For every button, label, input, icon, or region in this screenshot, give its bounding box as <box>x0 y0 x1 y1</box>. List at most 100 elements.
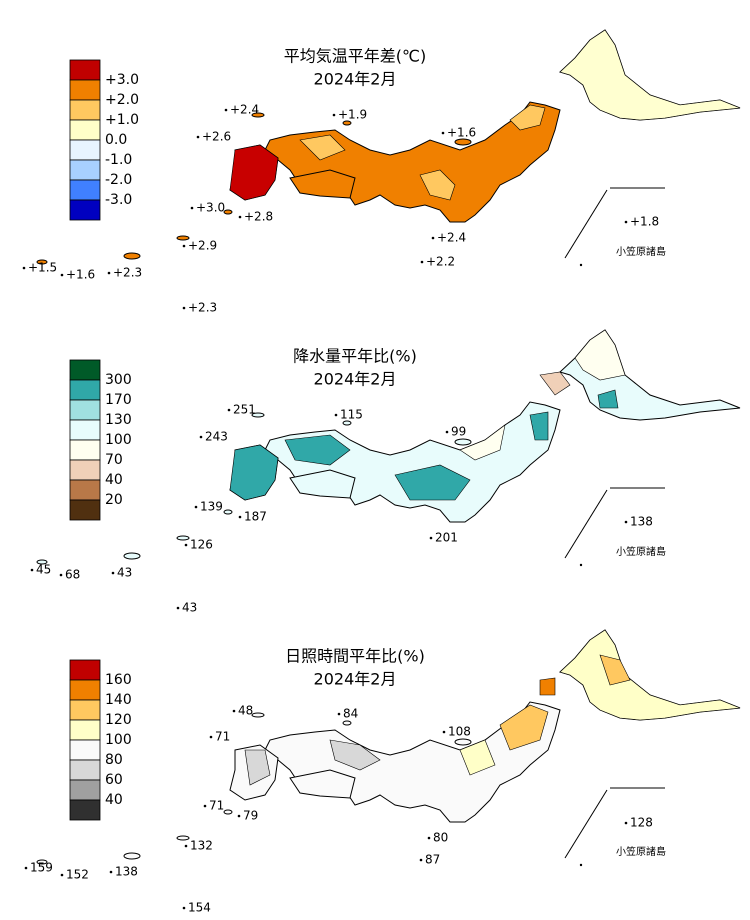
region <box>559 629 741 721</box>
station-label: 84 <box>343 707 358 721</box>
map-subtitle: 2024年2月 <box>314 370 397 389</box>
station-dot <box>196 135 200 139</box>
station-dot <box>624 520 628 524</box>
station-dot <box>203 804 207 808</box>
station-dot <box>182 306 186 310</box>
station-dot <box>59 573 63 577</box>
station-label: 115 <box>340 408 363 422</box>
station-label: 68 <box>65 568 80 582</box>
station-label: 79 <box>243 809 258 823</box>
legend-label: 20 <box>105 492 123 508</box>
region <box>599 654 631 686</box>
legend-swatch <box>69 139 101 161</box>
station-dot <box>184 543 188 547</box>
station-label: 152 <box>66 868 89 882</box>
legend-label: -1.0 <box>105 152 132 168</box>
legend-label: 0.0 <box>105 132 127 148</box>
station-label: 71 <box>209 799 224 813</box>
legend-swatch <box>69 119 101 141</box>
station-dot <box>238 215 242 219</box>
station-label: 154 <box>188 901 211 915</box>
station-dot <box>419 858 423 862</box>
legend-swatch <box>69 719 101 741</box>
station-label: 251 <box>233 403 256 417</box>
legend-swatch <box>69 59 101 81</box>
region <box>329 739 381 771</box>
station-dot <box>227 408 231 412</box>
station-dot <box>30 568 34 572</box>
legend-swatch <box>69 799 101 821</box>
station-label: 126 <box>190 538 213 552</box>
legend-label: 140 <box>105 692 132 708</box>
station-label: +2.2 <box>426 255 455 269</box>
legend-label: 60 <box>105 772 123 788</box>
legend-swatch <box>69 759 101 781</box>
station-label: +2.4 <box>230 103 259 117</box>
legend-swatch <box>69 659 101 681</box>
station-dot <box>238 515 242 519</box>
region <box>284 434 351 466</box>
region <box>529 411 549 441</box>
legend-swatch <box>69 439 101 461</box>
station-dot <box>24 866 28 870</box>
region <box>499 704 549 751</box>
station-dot <box>624 821 628 825</box>
station-label: +2.6 <box>202 130 231 144</box>
station-label: 87 <box>425 853 440 867</box>
station-label: 48 <box>238 704 253 718</box>
inset-border <box>564 789 608 859</box>
station-label: +1.6 <box>66 268 95 282</box>
station-label: +2.9 <box>188 239 217 253</box>
legend-label: 120 <box>105 712 132 728</box>
legend-label: 80 <box>105 752 123 768</box>
station-label: 45 <box>36 563 51 577</box>
legend-swatch <box>69 699 101 721</box>
legend-swatch <box>69 739 101 761</box>
station-dot <box>60 873 64 877</box>
station-label: 43 <box>117 566 132 580</box>
station-label: +1.5 <box>28 261 57 275</box>
station-label: 187 <box>244 510 267 524</box>
legend-label: -2.0 <box>105 172 132 188</box>
island <box>579 863 583 867</box>
station-label: 201 <box>435 531 458 545</box>
station-label: 132 <box>190 839 213 853</box>
station-label: +2.3 <box>188 301 217 315</box>
station-label: +2.3 <box>113 266 142 280</box>
station-dot <box>232 709 236 713</box>
legend-label: +2.0 <box>105 92 139 108</box>
station-dot <box>107 271 111 275</box>
region <box>244 749 271 786</box>
legend-label: 40 <box>105 472 123 488</box>
legend-swatch <box>69 459 101 481</box>
station-label: +1.8 <box>630 215 659 229</box>
station-dot <box>237 814 241 818</box>
legend-label: 100 <box>105 732 132 748</box>
station-dot <box>427 836 431 840</box>
station-dot <box>442 730 446 734</box>
station-dot <box>224 108 228 112</box>
legend-label: 170 <box>105 392 132 408</box>
legend-label: +1.0 <box>105 112 139 128</box>
region <box>574 329 626 381</box>
station-label: 128 <box>630 816 653 830</box>
map-subtitle: 2024年2月 <box>314 670 397 689</box>
station-dot <box>190 206 194 210</box>
region <box>559 29 741 121</box>
station-label: +1.9 <box>338 108 367 122</box>
region <box>509 104 546 131</box>
station-dot <box>194 505 198 509</box>
map-title: 平均気温平年差(℃) <box>284 47 426 66</box>
inset-border <box>564 489 608 559</box>
legend-swatch <box>69 179 101 201</box>
station-dot <box>337 712 341 716</box>
station-dot <box>109 870 113 874</box>
station-label: 138 <box>115 865 138 879</box>
island-label: 小笠原諸島 <box>616 245 666 258</box>
region <box>299 134 346 161</box>
region <box>229 444 279 501</box>
legend-swatch <box>69 679 101 701</box>
